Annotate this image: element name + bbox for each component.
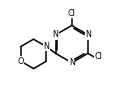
Text: Cl: Cl (68, 9, 76, 18)
Text: O: O (18, 57, 24, 66)
Text: N: N (85, 30, 91, 39)
Text: N: N (69, 58, 75, 67)
Text: N: N (43, 42, 49, 51)
Text: N: N (53, 30, 59, 39)
Text: Cl: Cl (94, 52, 102, 61)
